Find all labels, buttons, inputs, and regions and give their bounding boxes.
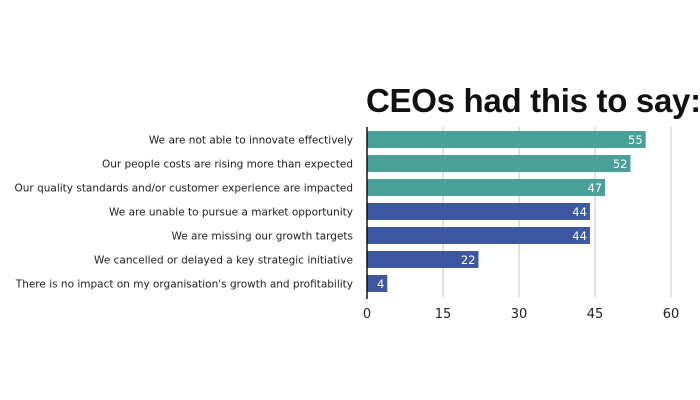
tick-labels: 0 15 30 45 60 [363,307,679,322]
data-label: 44 [572,205,587,219]
x-tick-label: 60 [663,307,680,322]
data-label: 4 [377,277,384,291]
bar [367,203,590,220]
data-label: 55 [628,133,643,147]
bar [367,131,646,148]
chart-title: CEOs had this to say: [366,82,700,119]
bar [367,251,479,268]
bar [367,227,590,244]
bar [367,179,606,196]
category-label: We are unable to pursue a market opportu… [109,207,353,219]
data-label: 47 [587,181,602,195]
category-label: There is no impact on my organisation's … [15,279,353,291]
category-label: We are not able to innovate effectively [149,135,353,147]
x-tick-label: 30 [511,307,528,322]
data-label: 52 [613,157,628,171]
x-tick-label: 0 [363,307,371,322]
x-tick-label: 15 [435,307,452,322]
category-label: We cancelled or delayed a key strategic … [94,255,353,267]
category-label: Our people costs are rising more than ex… [102,159,353,171]
category-label: We are missing our growth targets [171,231,353,243]
bar [367,275,388,292]
category-label: Our quality standards and/or customer ex… [15,183,353,195]
category-labels: We are not able to innovate effectively O… [15,135,353,291]
x-tick-label: 45 [587,307,604,322]
data-label: 44 [572,229,587,243]
bar [367,155,631,172]
data-label: 22 [461,253,476,267]
